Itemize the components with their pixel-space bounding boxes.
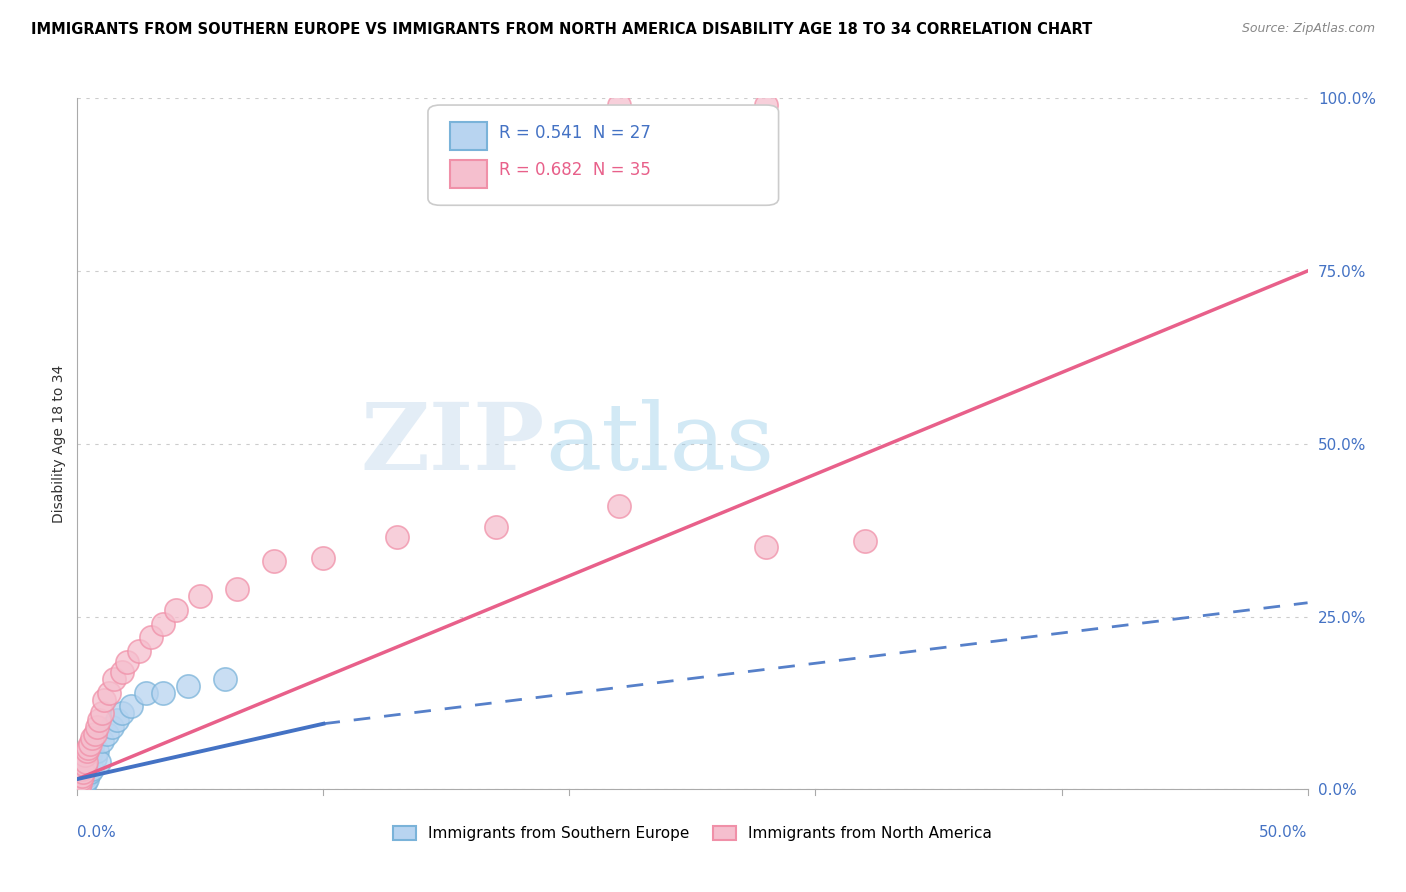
Point — [98, 686, 121, 700]
Point — [79, 765, 101, 780]
Point — [83, 727, 105, 741]
Point — [103, 672, 125, 686]
Point — [263, 554, 285, 568]
Bar — [450, 122, 486, 150]
Point — [111, 665, 134, 679]
Point — [69, 779, 91, 793]
Point — [152, 616, 174, 631]
Point — [75, 769, 97, 783]
Point — [73, 775, 96, 789]
Point — [67, 779, 90, 793]
Point — [755, 98, 778, 112]
Point — [755, 541, 778, 555]
Point — [177, 679, 200, 693]
Point — [70, 772, 93, 786]
Point — [89, 755, 111, 769]
Point — [607, 499, 630, 513]
Point — [115, 655, 138, 669]
Point — [93, 692, 115, 706]
Point — [485, 519, 508, 533]
Point — [72, 779, 94, 793]
Point — [387, 530, 409, 544]
Point — [135, 686, 157, 700]
Point — [607, 98, 630, 112]
Point — [82, 731, 104, 745]
Point — [312, 550, 335, 565]
FancyBboxPatch shape — [427, 105, 779, 205]
Point — [76, 744, 98, 758]
Point — [141, 631, 163, 645]
Point — [96, 727, 118, 741]
Point — [165, 603, 187, 617]
Point — [853, 533, 876, 548]
Point — [111, 706, 134, 721]
Text: 0.0%: 0.0% — [77, 825, 117, 840]
Bar — [450, 161, 486, 188]
Point — [128, 644, 150, 658]
Point — [152, 686, 174, 700]
Point — [73, 758, 96, 772]
Point — [90, 734, 114, 748]
Text: ZIP: ZIP — [360, 399, 546, 489]
Point — [82, 740, 104, 755]
Point — [79, 747, 101, 762]
Text: IMMIGRANTS FROM SOUTHERN EUROPE VS IMMIGRANTS FROM NORTH AMERICA DISABILITY AGE : IMMIGRANTS FROM SOUTHERN EUROPE VS IMMIG… — [31, 22, 1092, 37]
Y-axis label: Disability Age 18 to 34: Disability Age 18 to 34 — [52, 365, 66, 523]
Text: R = 0.541  N = 27: R = 0.541 N = 27 — [499, 124, 651, 142]
Point — [226, 582, 249, 596]
Point — [105, 714, 128, 728]
Point — [82, 762, 104, 776]
Legend: Immigrants from Southern Europe, Immigrants from North America: Immigrants from Southern Europe, Immigra… — [387, 820, 998, 847]
Point — [121, 699, 143, 714]
Point — [72, 765, 94, 780]
Point — [79, 738, 101, 752]
Point — [73, 762, 96, 776]
Point — [214, 672, 236, 686]
Point — [75, 755, 97, 769]
Point — [86, 720, 108, 734]
Text: 50.0%: 50.0% — [1260, 825, 1308, 840]
Point — [76, 772, 98, 786]
Text: R = 0.682  N = 35: R = 0.682 N = 35 — [499, 161, 651, 179]
Point — [70, 772, 93, 786]
Point — [73, 747, 96, 762]
Point — [77, 740, 100, 755]
Point — [70, 775, 93, 789]
Point — [69, 775, 91, 789]
Point — [190, 589, 212, 603]
Text: Source: ZipAtlas.com: Source: ZipAtlas.com — [1241, 22, 1375, 36]
Point — [70, 769, 93, 783]
Point — [72, 765, 94, 780]
Text: atlas: atlas — [546, 399, 775, 489]
Point — [70, 762, 93, 776]
Point — [90, 706, 114, 721]
Point — [86, 744, 108, 758]
Point — [101, 720, 124, 734]
Point — [83, 751, 105, 765]
Point — [76, 755, 98, 769]
Point — [89, 714, 111, 728]
